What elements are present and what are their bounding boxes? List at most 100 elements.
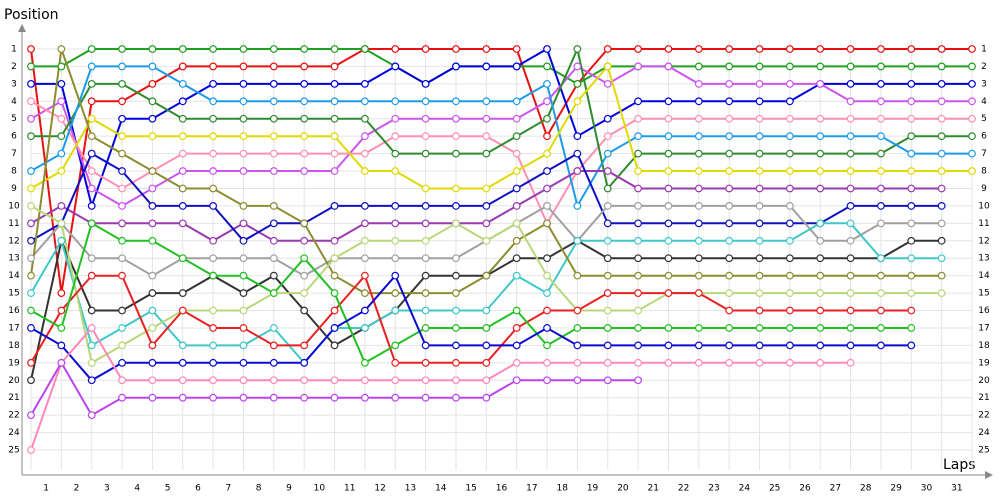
point (512, 236, 521, 245)
point (846, 306, 855, 315)
point (785, 45, 794, 53)
point (846, 358, 855, 367)
point (421, 306, 430, 315)
point (148, 114, 157, 123)
x-tick-label: 24 (739, 484, 751, 494)
point (694, 97, 703, 106)
point (118, 393, 126, 402)
point (512, 202, 521, 210)
point (421, 149, 430, 158)
point (603, 341, 612, 350)
point (573, 202, 582, 210)
point (968, 45, 976, 53)
point (330, 62, 339, 71)
point (846, 79, 855, 88)
point (907, 45, 916, 53)
point (118, 306, 126, 315)
point (846, 219, 855, 228)
point (482, 114, 491, 123)
y-tick-label: 11 (8, 219, 19, 229)
point (300, 114, 309, 123)
point (452, 132, 460, 141)
point (482, 202, 491, 210)
point (178, 219, 187, 228)
x-tick-label: 8 (256, 484, 262, 494)
point (209, 79, 218, 88)
point (239, 79, 248, 88)
point (421, 219, 430, 228)
point (57, 306, 66, 315)
point (452, 358, 460, 367)
x-tick-label: 20 (617, 484, 629, 494)
point (148, 341, 157, 350)
series-line (30, 273, 912, 364)
point (239, 97, 248, 106)
point (603, 324, 612, 332)
point (694, 132, 703, 141)
point (27, 114, 35, 123)
point (452, 324, 460, 332)
y-tick-label: 18 (8, 341, 20, 351)
point (785, 167, 794, 175)
point (209, 184, 218, 193)
point (816, 184, 825, 193)
y-tick-label-right: 22 (978, 411, 989, 421)
point (118, 167, 126, 175)
point (269, 324, 278, 332)
point (391, 358, 400, 367)
point (330, 393, 339, 402)
point (330, 271, 339, 280)
point (785, 97, 794, 106)
point (603, 184, 612, 193)
point (846, 341, 855, 350)
point (725, 219, 734, 228)
point (603, 358, 612, 367)
point (543, 149, 551, 158)
point (664, 114, 673, 123)
point (725, 271, 734, 280)
point (330, 324, 339, 332)
point (846, 202, 855, 210)
point (87, 271, 96, 280)
point (330, 289, 339, 297)
point (725, 289, 734, 297)
x-tick-label: 5 (165, 484, 171, 494)
point (269, 62, 278, 71)
point (452, 219, 460, 228)
point (634, 114, 642, 123)
point (725, 149, 734, 158)
point (694, 167, 703, 175)
point (178, 184, 187, 193)
point (543, 358, 551, 367)
point (755, 236, 764, 245)
point (361, 149, 369, 158)
point (118, 114, 126, 123)
point (87, 167, 96, 175)
point (178, 393, 187, 402)
point (27, 446, 35, 454)
point (269, 376, 278, 385)
point (907, 79, 916, 88)
point (937, 202, 946, 210)
point (846, 271, 855, 280)
point (634, 324, 642, 332)
point (148, 219, 157, 228)
point (361, 271, 369, 280)
point (785, 271, 794, 280)
point (877, 254, 885, 263)
point (634, 184, 642, 193)
y-tick-label: 15 (8, 289, 19, 299)
point (209, 202, 218, 210)
point (603, 289, 612, 297)
point (543, 167, 551, 175)
point (300, 62, 309, 71)
point (87, 62, 96, 71)
point (148, 184, 157, 193)
point (452, 62, 460, 71)
point (846, 97, 855, 106)
point (361, 358, 369, 367)
y-tick-label: 8 (11, 167, 17, 177)
point (603, 79, 612, 88)
point (148, 202, 157, 210)
point (573, 271, 582, 280)
